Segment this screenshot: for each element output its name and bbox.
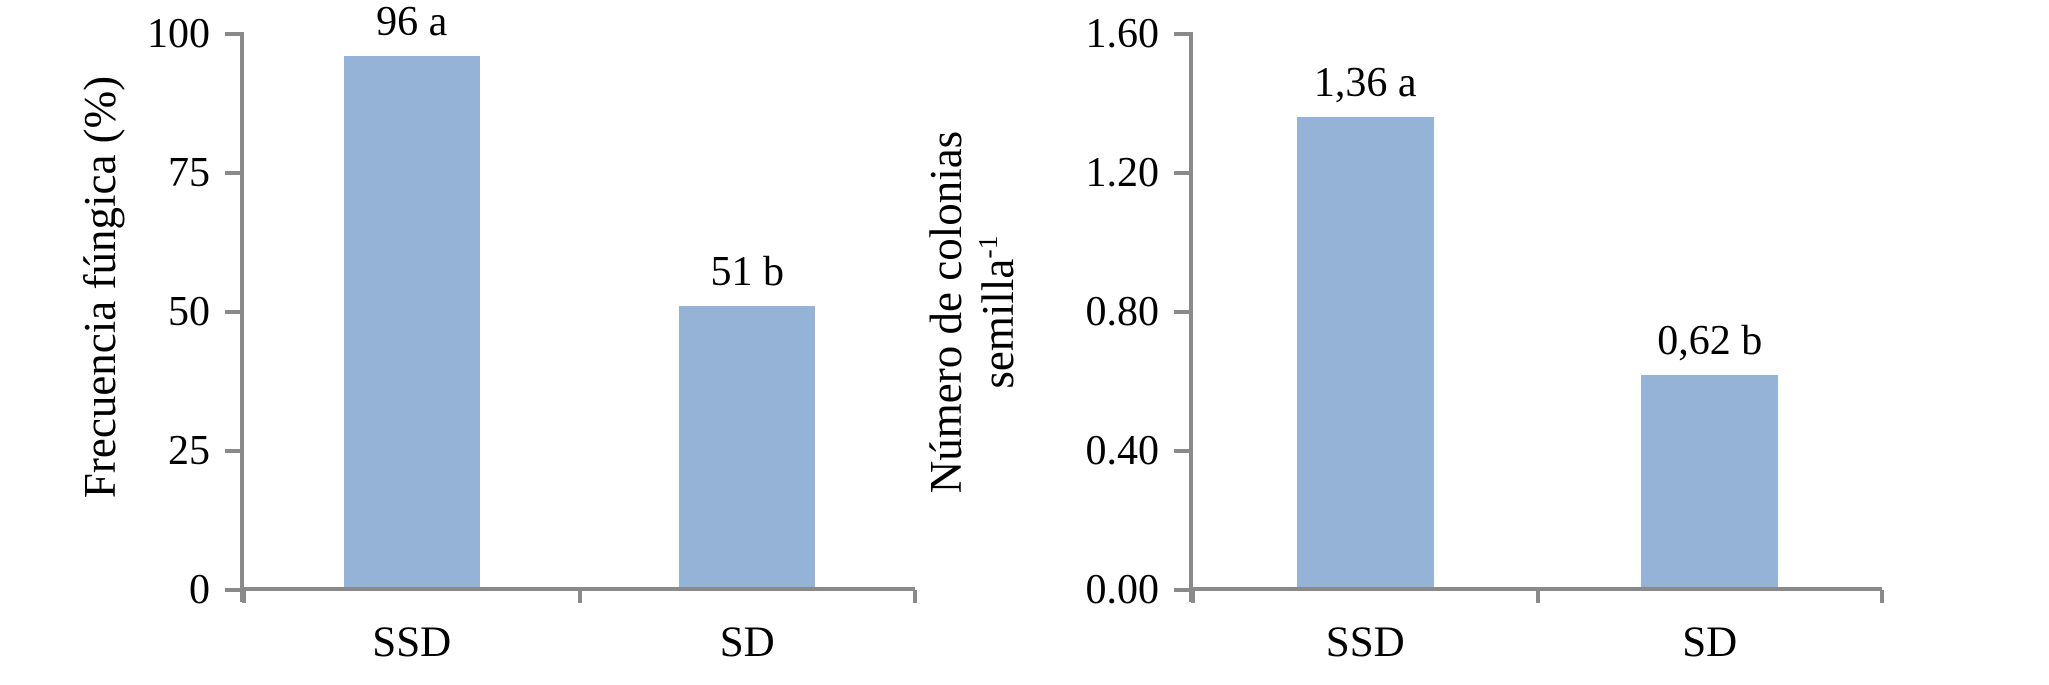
y-axis-tick xyxy=(1174,32,1189,36)
x-axis-tick xyxy=(1535,590,1540,603)
y-tick-label: 1.60 xyxy=(1085,11,1160,57)
x-axis-tick xyxy=(1880,590,1884,603)
y-tick-label: 100 xyxy=(147,11,210,57)
y-axis-tick xyxy=(225,32,240,36)
y-tick-label: 1.20 xyxy=(1085,150,1160,196)
x-axis-tick xyxy=(1191,590,1195,603)
category-label-ssd: SSD xyxy=(1325,619,1405,666)
category-label-sd: SD xyxy=(719,619,775,666)
x-axis-tick xyxy=(577,590,582,603)
y-axis-tick xyxy=(1174,588,1189,592)
y-axis-tick xyxy=(1174,171,1189,175)
y-axis-tick xyxy=(225,449,240,453)
y-axis-title-superscript: -1 xyxy=(973,235,1004,259)
y-tick-label: 0.40 xyxy=(1085,428,1160,474)
y-tick-label: 25 xyxy=(168,428,210,474)
bar-ssd xyxy=(1296,117,1434,590)
bar-value-label: 1,36 a xyxy=(1313,60,1417,107)
y-axis-tick xyxy=(225,588,240,592)
bar-value-label: 51 b xyxy=(710,249,785,296)
category-label-sd: SD xyxy=(1682,619,1738,666)
y-axis-title: Número de colonias semilla-1 xyxy=(920,0,1024,662)
y-axis-title-line2: semilla-1 xyxy=(972,0,1024,662)
bar-sd xyxy=(1641,374,1779,590)
category-label-ssd: SSD xyxy=(372,619,452,666)
y-axis-line xyxy=(240,32,244,602)
x-axis-line xyxy=(1189,587,1882,591)
y-axis-tick xyxy=(1174,449,1189,453)
bar-ssd xyxy=(343,56,480,590)
y-axis-title-line2-base: semilla xyxy=(973,258,1023,389)
y-axis-title-line1: Número de colonias xyxy=(921,130,971,494)
y-axis-tick xyxy=(1174,310,1189,314)
y-axis-line xyxy=(1189,32,1193,602)
bar-sd xyxy=(679,306,816,590)
y-tick-label: 0.80 xyxy=(1085,289,1160,335)
bar-value-label: 0,62 b xyxy=(1657,317,1763,364)
bar-value-label: 96 a xyxy=(376,0,448,46)
y-axis-tick xyxy=(225,310,240,314)
y-tick-label: 75 xyxy=(168,150,210,196)
x-axis-tick xyxy=(913,590,917,603)
x-axis-tick xyxy=(242,590,246,603)
x-axis-line xyxy=(240,587,915,591)
y-tick-label: 0 xyxy=(189,567,210,613)
y-tick-label: 0.00 xyxy=(1085,567,1160,613)
y-axis-tick xyxy=(225,171,240,175)
y-tick-label: 50 xyxy=(168,289,210,335)
